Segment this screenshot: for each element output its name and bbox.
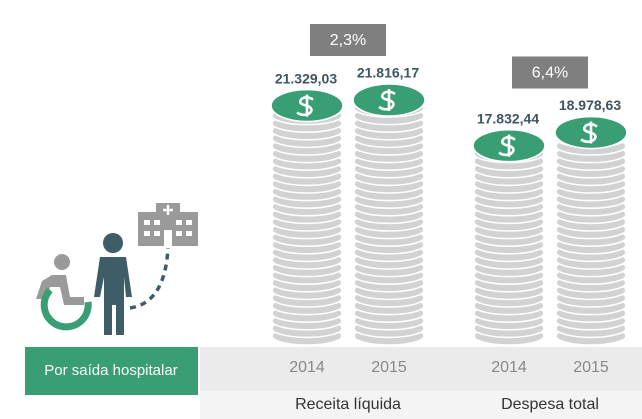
row-label: Por saída hospitalar [44, 362, 177, 379]
change-box [310, 24, 386, 56]
icons [36, 203, 198, 335]
value-label: 21.816,17 [357, 65, 419, 81]
change-label: 2,3% [330, 32, 366, 49]
change-label: 6,4% [532, 65, 568, 82]
band [200, 391, 642, 419]
band [200, 347, 642, 391]
change-box [512, 56, 588, 89]
dollar-icon [580, 121, 598, 144]
coin-stack [270, 88, 344, 346]
x-tick-label: 2015 [371, 359, 407, 376]
coin-stack [352, 83, 426, 346]
coin-stack [554, 115, 628, 346]
dollar-icon [296, 94, 314, 117]
value-label: 21.329,03 [275, 70, 337, 86]
dollar-icon [378, 89, 396, 111]
group-label: Receita líquida [295, 396, 401, 413]
value-label: 17.832,44 [477, 110, 539, 126]
dollar-icon [498, 134, 516, 157]
value-label: 18.978,63 [559, 97, 621, 113]
group-label: Despesa total [501, 396, 599, 413]
label-box [25, 347, 198, 395]
coin-stack [472, 128, 546, 346]
x-tick-label: 2015 [573, 359, 609, 376]
x-tick-label: 2014 [289, 359, 325, 376]
x-tick-label: 2014 [491, 359, 527, 376]
